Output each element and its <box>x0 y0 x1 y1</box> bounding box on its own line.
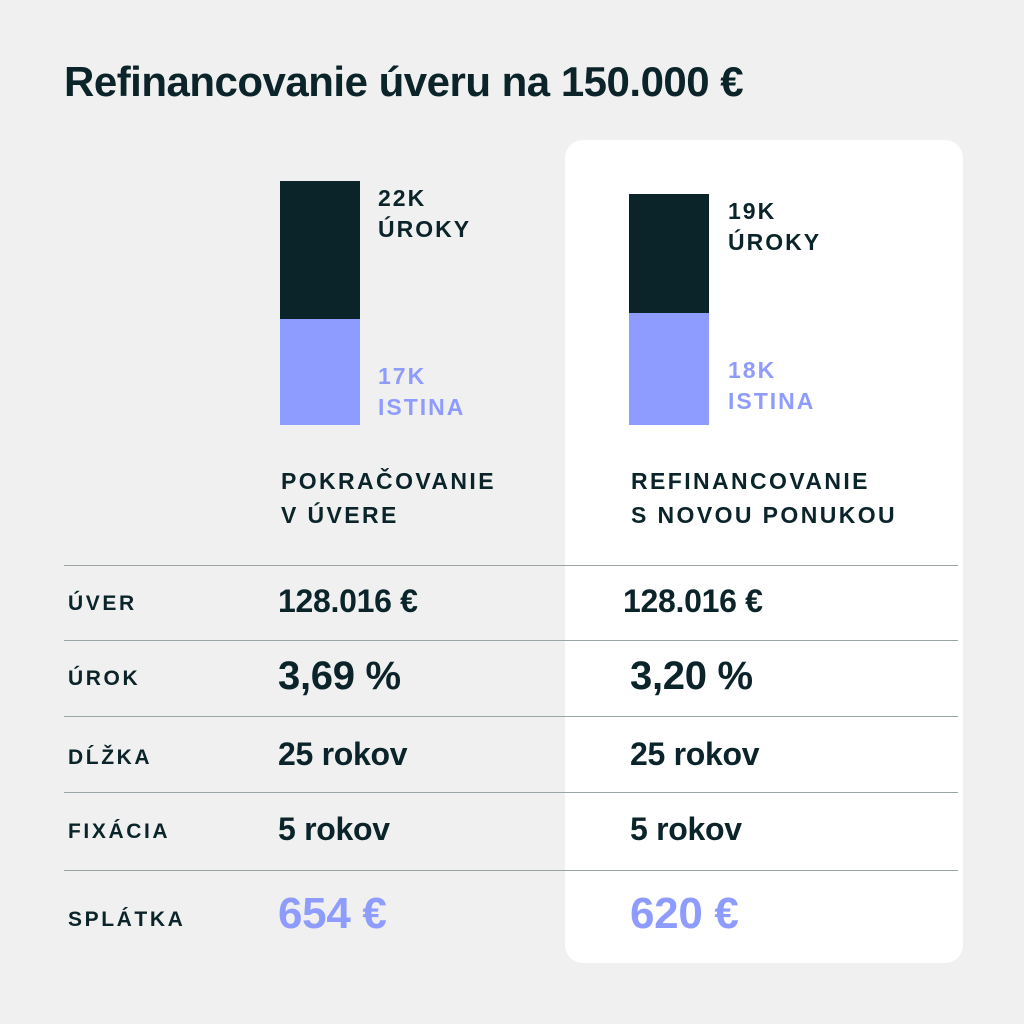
cell-uver-refinance: 128.016 € <box>623 583 763 619</box>
highlight-card <box>565 140 963 963</box>
cell-urok-refinance: 3,20 % <box>630 654 753 698</box>
bar-segment-istina <box>629 312 709 425</box>
cell-dlzka-refinance: 25 rokov <box>630 736 760 772</box>
row-label-splatka: SPLÁTKA <box>68 908 186 931</box>
divider <box>64 792 958 793</box>
cell-dlzka-current: 25 rokov <box>278 736 408 772</box>
row-label-fixacia: FIXÁCIA <box>68 820 171 843</box>
bar-pokracovanie <box>280 181 360 425</box>
row-label-urok: ÚROK <box>68 667 141 690</box>
cell-fixacia-current: 5 rokov <box>278 811 390 847</box>
row-label-uver: ÚVER <box>68 592 137 615</box>
bar-segment-uroky <box>280 181 360 319</box>
bar-refinancovanie <box>629 193 709 425</box>
divider <box>64 870 958 871</box>
cell-splatka-current: 654 € <box>278 889 387 938</box>
column-heading-pokracovanie: POKRAČOVANIE V ÚVERE <box>281 468 496 528</box>
divider <box>64 716 958 717</box>
row-label-dlzka: DĹŽKA <box>68 746 153 769</box>
data-label-uroky: 22K ÚROKY <box>378 185 472 243</box>
cell-fixacia-refinance: 5 rokov <box>630 811 742 847</box>
cell-urok-current: 3,69 % <box>278 654 401 698</box>
cell-uver-current: 128.016 € <box>278 583 418 619</box>
data-label-istina: 18K ISTINA <box>728 356 816 414</box>
cell-splatka-refinance: 620 € <box>630 889 739 938</box>
divider <box>64 565 958 566</box>
column-heading-refinancovanie: REFINANCOVANIE S NOVOU PONUKOU <box>631 468 898 528</box>
data-label-uroky: 19K ÚROKY <box>728 197 822 255</box>
bar-segment-istina <box>280 318 360 425</box>
page-title: Refinancovanie úveru na 150.000 € <box>64 58 744 105</box>
divider <box>64 640 958 641</box>
bar-segment-uroky <box>629 193 709 313</box>
data-label-istina: 17K ISTINA <box>378 362 466 420</box>
